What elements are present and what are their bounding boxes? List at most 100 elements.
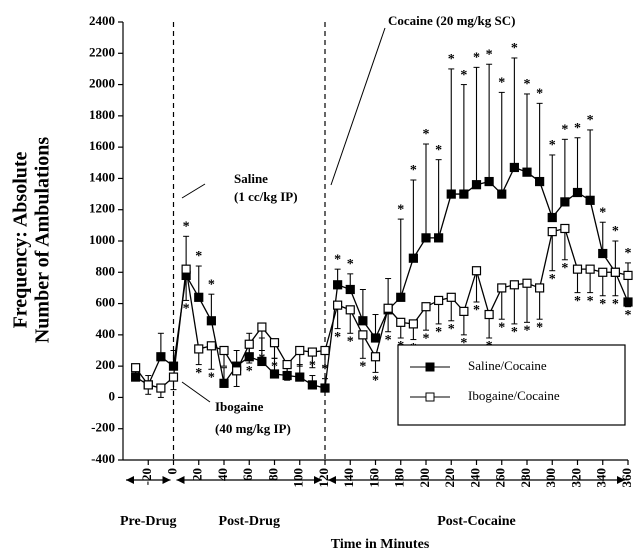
y-tick-label: 2400	[89, 13, 115, 28]
marker	[610, 267, 620, 277]
marker	[333, 300, 343, 310]
marker	[446, 292, 456, 302]
marker	[459, 306, 469, 316]
marker	[434, 233, 444, 243]
x-tick-label: 100	[291, 468, 306, 488]
significance-marker: *	[322, 362, 329, 377]
x-tick-label: 340	[594, 468, 609, 488]
significance-marker: *	[511, 325, 518, 340]
annotation-line	[330, 27, 386, 186]
legend-marker	[425, 392, 435, 402]
marker	[143, 380, 153, 390]
marker	[358, 316, 368, 326]
marker	[131, 363, 141, 373]
y-axis-label: Number of Ambulations	[32, 137, 54, 344]
marker	[383, 303, 393, 313]
y-axis-label: Frequency: Absolute	[10, 151, 32, 328]
marker	[509, 280, 519, 290]
significance-marker: *	[410, 163, 417, 178]
significance-marker: *	[347, 257, 354, 272]
x-tick-label: 200	[417, 468, 432, 488]
y-tick-label: 800	[96, 263, 116, 278]
marker	[598, 267, 608, 277]
significance-marker: *	[359, 360, 366, 375]
x-tick-label: 320	[568, 468, 583, 488]
significance-marker: *	[625, 246, 632, 261]
marker	[585, 264, 595, 274]
legend	[397, 344, 626, 426]
marker	[522, 278, 532, 288]
marker	[459, 189, 469, 199]
marker	[547, 212, 557, 223]
marker	[522, 167, 532, 177]
significance-marker: *	[435, 325, 442, 340]
x-tick-label: 180	[392, 468, 407, 488]
significance-marker: *	[208, 277, 215, 292]
y-tick-label: 1600	[89, 138, 115, 153]
marker	[269, 369, 280, 379]
x-tick-label: 240	[467, 468, 482, 488]
significance-marker: *	[448, 52, 455, 67]
significance-marker: *	[612, 297, 619, 312]
x-tick-label: 160	[366, 468, 381, 488]
x-tick-label: 20	[190, 468, 205, 481]
marker	[396, 317, 406, 327]
x-tick-label: 80	[265, 468, 280, 481]
marker	[408, 319, 418, 329]
series-line	[135, 166, 629, 389]
marker	[320, 383, 330, 393]
significance-marker: *	[183, 220, 190, 235]
significance-marker: *	[258, 352, 265, 367]
significance-marker: *	[599, 205, 606, 220]
marker	[471, 266, 482, 276]
y-tick-label: 1800	[89, 107, 115, 122]
significance-marker: *	[246, 364, 253, 379]
marker	[345, 305, 355, 315]
significance-marker: *	[473, 51, 480, 66]
significance-marker: *	[587, 294, 594, 309]
x-tick-label: 120	[316, 468, 331, 488]
significance-marker: *	[208, 370, 215, 385]
marker	[446, 189, 456, 199]
y-tick-label: 200	[96, 357, 116, 372]
significance-marker: *	[599, 297, 606, 312]
y-tick-label: 400	[96, 326, 116, 341]
significance-marker: *	[195, 249, 202, 264]
significance-marker: *	[448, 322, 455, 337]
significance-marker: *	[561, 261, 568, 276]
annotation: (40 mg/kg IP)	[215, 421, 291, 436]
marker	[194, 292, 204, 302]
significance-marker: *	[498, 76, 505, 91]
significance-marker: *	[334, 252, 341, 267]
marker	[623, 270, 633, 281]
y-tick-label: 1000	[89, 232, 115, 247]
marker	[282, 359, 292, 370]
significance-marker: *	[536, 320, 543, 335]
significance-marker: *	[524, 77, 531, 92]
significance-marker: *	[549, 138, 556, 153]
marker	[333, 280, 343, 290]
marker	[257, 322, 267, 332]
x-tick-label: 0	[164, 468, 179, 475]
marker	[547, 227, 557, 237]
marker	[585, 195, 595, 205]
x-tick-label: 220	[442, 468, 457, 488]
x-tick-label: 260	[493, 468, 508, 488]
y-tick-label: -400	[91, 451, 115, 466]
phase-label: Pre-Drug	[120, 514, 177, 529]
marker	[560, 197, 570, 207]
y-tick-label: 600	[96, 295, 116, 310]
marker	[421, 233, 431, 243]
x-tick-label: 40	[215, 468, 230, 481]
significance-marker: *	[397, 202, 404, 217]
significance-marker: *	[511, 41, 518, 56]
marker	[484, 176, 494, 187]
x-tick-label: 280	[518, 468, 533, 488]
significance-marker: *	[423, 127, 430, 142]
x-tick-label: 360	[619, 468, 633, 488]
phase-label: Post-Cocaine	[437, 514, 516, 529]
x-axis-label: Time in Minutes	[331, 537, 430, 552]
marker	[421, 302, 431, 312]
y-tick-label: 1400	[89, 169, 115, 184]
